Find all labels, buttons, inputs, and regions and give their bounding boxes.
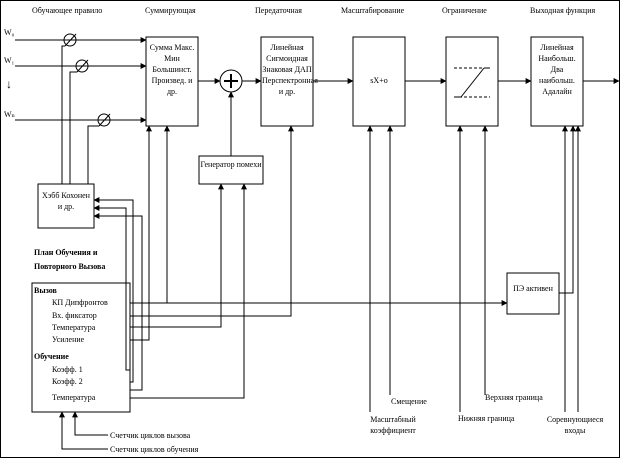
stage-learning-label: Обучающее правило <box>32 6 103 15</box>
stage-transfer-label: Передаточная <box>255 6 302 15</box>
offset-label: Смещение <box>391 397 427 406</box>
plan-title-line1: План Обучения и <box>34 248 98 257</box>
plan-recall-item: Вх. фиксатор <box>52 311 97 320</box>
plan-learning-item: Коэфф. 2 <box>52 377 83 386</box>
lower-bound-label: Нижняя граница <box>458 414 515 423</box>
transfer-block-text: Линейная Сигмоидная Знаковая ДАП Перспек… <box>262 43 318 96</box>
plan-learning-header: Обучение <box>34 352 69 361</box>
plan-recall-item: КП Дипфронтов <box>52 298 108 307</box>
input-wn-label: Wₙ <box>4 110 16 119</box>
plan-recall-item: Температура <box>52 323 96 332</box>
stage-output-label: Выходная функция <box>530 6 596 15</box>
down-arrow-icon: ↓ <box>6 77 12 91</box>
scaling-block-text: sX+o <box>370 76 388 85</box>
plan-recall-header: Вызов <box>34 286 57 295</box>
learning-rule-text: Хэбб Кохонен и др. <box>42 191 90 211</box>
upper-bound-label: Верхняя граница <box>485 393 543 402</box>
stage-summation-label: Суммирующая <box>145 6 196 15</box>
competing-inputs-label: Соревнующиеся входы <box>546 415 604 435</box>
learning-counter-label: Счетчик циклов обучения <box>110 445 199 454</box>
plan-recall-item: Усиление <box>52 335 85 344</box>
limiting-block <box>445 36 499 127</box>
pe-active-text: ПЭ активен <box>513 284 553 293</box>
plan-learning-item: Температура <box>52 393 96 402</box>
summation-block-text: Сумма Макс. Мин Большинст. Произвед. и д… <box>149 43 195 96</box>
recall-counter-label: Счетчик циклов вызова <box>110 431 191 440</box>
plan-title-line2: Повторного Вызова <box>34 262 106 271</box>
noise-generator-text: Генератор помехи <box>200 160 262 169</box>
stage-scaling-label: Масштабирование <box>341 6 405 15</box>
scale-factor-label: Масштабный коэффициент <box>370 415 416 435</box>
plan-learning-item: Коэфф. 1 <box>52 365 83 374</box>
plan-block <box>31 282 131 413</box>
output-block-text: Линейная Наибольш. Два наибольш. Адалайн <box>538 43 576 96</box>
stage-limiting-label: Ограничение <box>442 6 487 15</box>
input-w1-label: W₁ <box>4 56 15 65</box>
input-w0-label: W₀ <box>4 28 15 37</box>
